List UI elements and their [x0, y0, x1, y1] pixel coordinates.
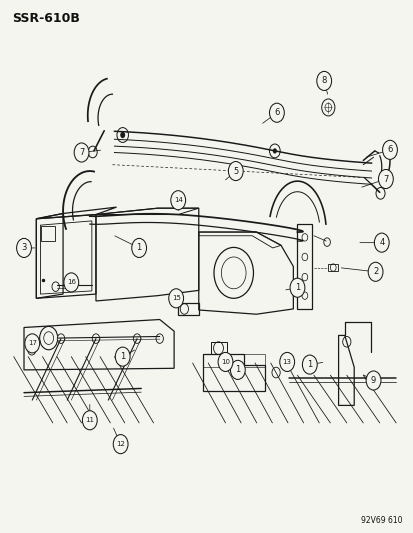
Text: 11: 11	[85, 417, 94, 423]
Circle shape	[92, 334, 100, 343]
Circle shape	[25, 334, 40, 353]
Text: 10: 10	[221, 359, 230, 365]
Circle shape	[169, 289, 183, 308]
Circle shape	[230, 360, 244, 379]
Circle shape	[272, 148, 276, 154]
Text: 15: 15	[171, 295, 180, 301]
Circle shape	[365, 371, 380, 390]
Circle shape	[74, 143, 89, 162]
Text: 1: 1	[306, 360, 312, 369]
Circle shape	[269, 103, 284, 122]
Circle shape	[382, 140, 396, 159]
Text: 1: 1	[136, 244, 141, 253]
Text: 5: 5	[233, 166, 238, 175]
Circle shape	[64, 273, 78, 292]
Circle shape	[133, 334, 140, 343]
Circle shape	[171, 191, 185, 210]
Circle shape	[156, 334, 163, 343]
Text: SSR-610B: SSR-610B	[12, 12, 79, 25]
Circle shape	[218, 352, 233, 372]
Circle shape	[367, 262, 382, 281]
Text: 4: 4	[378, 238, 383, 247]
Circle shape	[115, 347, 130, 366]
Text: 3: 3	[21, 244, 26, 253]
Text: 17: 17	[28, 341, 37, 346]
Circle shape	[120, 132, 125, 138]
Text: 14: 14	[173, 197, 182, 203]
Circle shape	[373, 233, 388, 252]
Circle shape	[228, 161, 242, 181]
Circle shape	[113, 434, 128, 454]
Text: 6: 6	[387, 146, 392, 155]
Text: 7: 7	[382, 174, 388, 183]
Circle shape	[290, 278, 304, 297]
Circle shape	[131, 238, 146, 257]
Circle shape	[279, 352, 294, 372]
Circle shape	[82, 411, 97, 430]
Circle shape	[57, 334, 64, 343]
Text: 8: 8	[321, 76, 326, 85]
Circle shape	[316, 71, 331, 91]
Text: 1: 1	[120, 352, 125, 361]
Text: 16: 16	[66, 279, 76, 285]
Text: 92V69 610: 92V69 610	[360, 516, 401, 525]
Text: 13: 13	[282, 359, 291, 365]
Circle shape	[377, 169, 392, 189]
Circle shape	[17, 238, 31, 257]
Circle shape	[301, 355, 316, 374]
Text: 9: 9	[370, 376, 375, 385]
Text: 1: 1	[235, 366, 240, 374]
Text: 6: 6	[273, 108, 279, 117]
Text: 12: 12	[116, 441, 125, 447]
Text: 2: 2	[372, 268, 377, 276]
Text: 1: 1	[294, 283, 299, 292]
Text: 7: 7	[79, 148, 84, 157]
